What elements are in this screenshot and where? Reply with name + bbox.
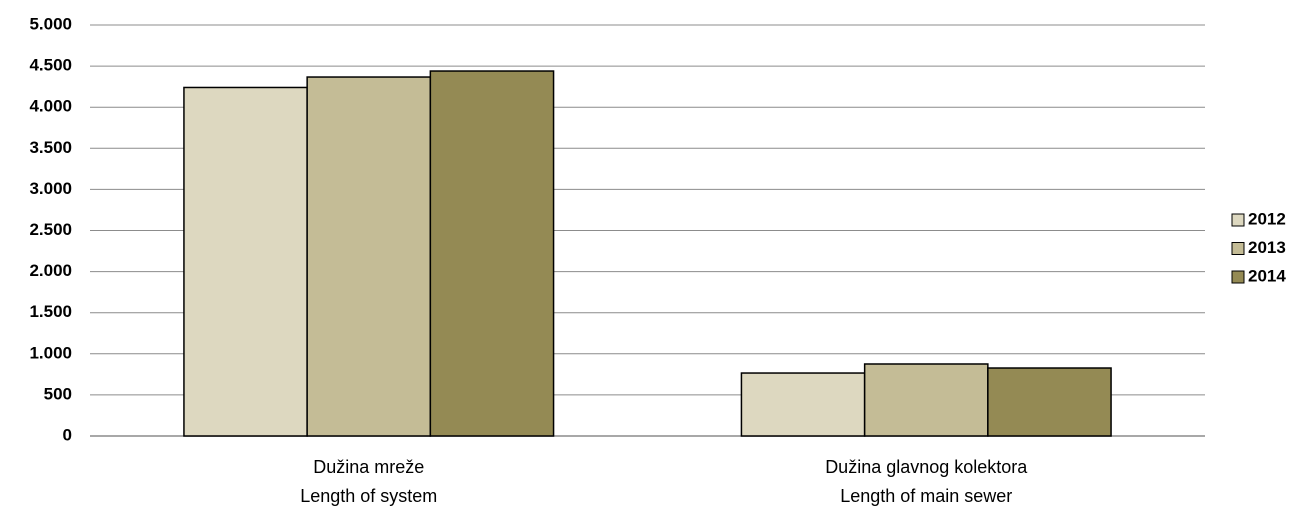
y-tick-label: 2.500 [29, 220, 72, 239]
legend-label: 2012 [1248, 209, 1286, 228]
legend-swatch [1231, 242, 1245, 255]
y-tick-label: 4.500 [29, 56, 72, 75]
y-tick-label: 500 [44, 384, 72, 403]
bar [987, 367, 1112, 437]
y-tick-label: 0 [63, 425, 72, 444]
y-tick-label: 1.500 [29, 302, 72, 321]
x-tick-label: Dužina mreže [313, 457, 424, 477]
legend-swatch [1231, 213, 1245, 227]
x-tick-label: Length of system [300, 486, 437, 506]
x-tick-label: Dužina glavnog kolektora [825, 457, 1028, 477]
y-tick-label: 3.500 [29, 138, 72, 157]
bar [306, 76, 432, 437]
x-tick-label: Length of main sewer [840, 486, 1012, 506]
y-tick-label: 3.000 [29, 179, 72, 198]
bar [863, 363, 989, 437]
legend-label: 2014 [1248, 266, 1286, 285]
y-tick-label: 5.000 [29, 14, 72, 33]
legend-label: 2013 [1248, 238, 1286, 257]
legend-swatch [1231, 270, 1245, 284]
y-tick-label: 1.000 [29, 343, 72, 362]
y-tick-label: 2.000 [29, 261, 72, 280]
bar [740, 372, 866, 437]
bar [183, 86, 308, 437]
bar [429, 70, 555, 437]
y-tick-label: 4.000 [29, 97, 72, 116]
